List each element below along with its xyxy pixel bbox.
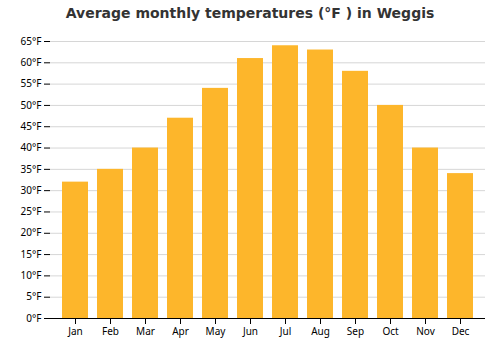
svg-text:30°F: 30°F (21, 183, 42, 197)
svg-text:10°F: 10°F (21, 268, 42, 282)
svg-text:60°F: 60°F (21, 55, 42, 69)
svg-text:Oct: Oct (382, 324, 399, 338)
svg-text:0°F: 0°F (26, 311, 41, 325)
svg-text:Nov: Nov (416, 324, 435, 338)
svg-text:Feb: Feb (102, 324, 119, 338)
svg-text:Apr: Apr (172, 324, 189, 338)
svg-text:Aug: Aug (311, 324, 330, 338)
svg-text:65°F: 65°F (21, 34, 42, 48)
svg-text:35°F: 35°F (21, 162, 42, 176)
svg-text:May: May (206, 324, 227, 338)
svg-text:15°F: 15°F (21, 247, 42, 261)
html-text:Average monthly temperatures (: Average monthly temperatures (°F ) in We… (65, 5, 435, 21)
svg-text:Jun: Jun (242, 324, 258, 338)
svg-text:Sep: Sep (347, 324, 364, 338)
svg-text:5°F: 5°F (26, 289, 41, 303)
svg-text:45°F: 45°F (21, 119, 42, 133)
svg-text:Jan: Jan (67, 324, 83, 338)
svg-text:Mar: Mar (136, 324, 155, 338)
svg-text:50°F: 50°F (21, 98, 42, 112)
svg-text:25°F: 25°F (21, 204, 42, 218)
svg-text:Dec: Dec (452, 324, 470, 338)
svg-text:40°F: 40°F (21, 140, 42, 154)
svg-text:55°F: 55°F (21, 76, 42, 90)
svg-text:Jul: Jul (279, 324, 292, 338)
svg-text:20°F: 20°F (21, 225, 42, 239)
